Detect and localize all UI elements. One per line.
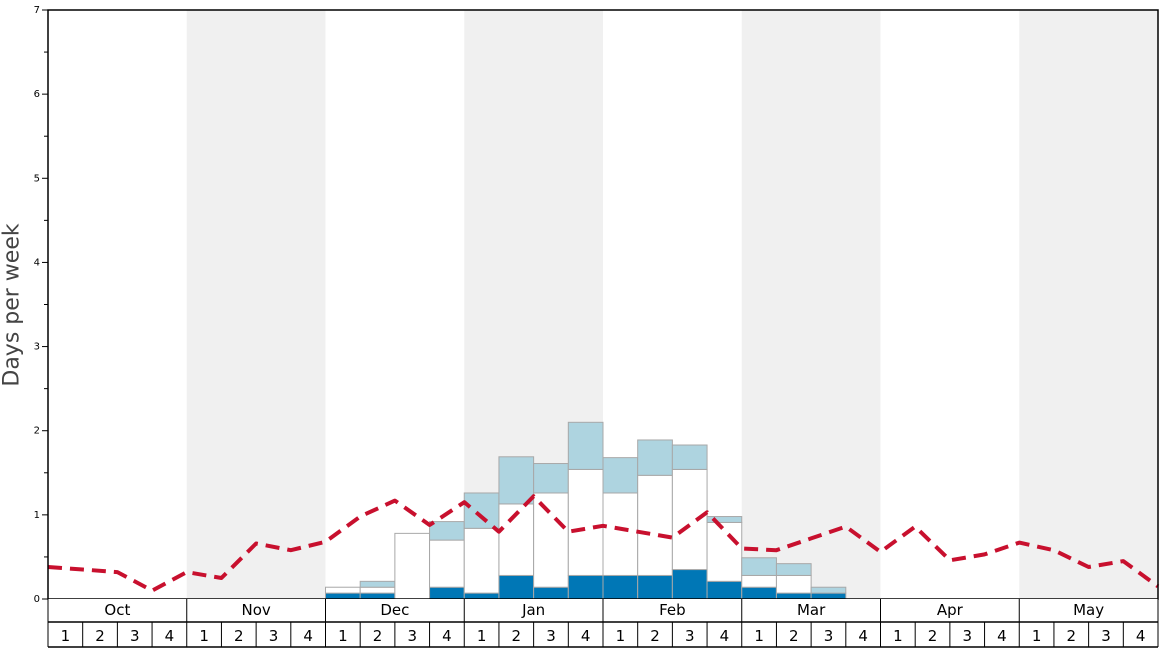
bar-segment — [359, 592, 396, 600]
bar-segment — [602, 457, 639, 494]
bar-segment — [810, 592, 847, 600]
bar-segment — [533, 492, 569, 588]
month-label-mar: Mar — [797, 601, 826, 619]
week-label: 2 — [512, 627, 522, 645]
bar-segment — [637, 474, 673, 576]
week-label: 2 — [234, 627, 244, 645]
bar-segment — [463, 492, 500, 529]
bar-segment — [775, 592, 812, 600]
month-label-oct: Oct — [104, 601, 130, 619]
bar-segment — [637, 574, 673, 600]
week-label: 3 — [1101, 627, 1111, 645]
bar-segment — [775, 563, 812, 576]
month-label-jan: Jan — [521, 601, 545, 619]
bar-segment — [671, 569, 708, 600]
week-label: 1 — [477, 627, 487, 645]
bar-segment — [602, 492, 639, 576]
y-tick-label: 2 — [34, 426, 40, 437]
bar-segment — [463, 592, 500, 600]
bar-segment — [706, 580, 743, 600]
y-tick-label: 5 — [34, 173, 40, 184]
y-tick-label: 6 — [34, 89, 40, 100]
y-tick-label: 1 — [34, 510, 40, 521]
month-label-may: May — [1073, 601, 1104, 619]
y-tick-label: 0 — [34, 594, 40, 605]
bar-segment — [602, 574, 639, 600]
bar-segment — [706, 521, 743, 582]
bar-segment — [741, 574, 777, 588]
bar-segment — [325, 586, 361, 594]
week-label: 2 — [928, 627, 938, 645]
bar-segment — [706, 516, 743, 523]
month-label-apr: Apr — [937, 601, 964, 619]
bar-segment — [810, 586, 847, 594]
week-label: 4 — [858, 627, 868, 645]
month-band-mar — [741, 10, 881, 599]
week-label: 1 — [199, 627, 209, 645]
week-label: 1 — [1032, 627, 1042, 645]
bar-segment — [359, 580, 396, 588]
average-dashed-line — [47, 494, 1160, 593]
bar-segment — [394, 532, 431, 600]
week-label: 4 — [720, 627, 730, 645]
month-label-dec: Dec — [380, 601, 409, 619]
bar-segment — [567, 574, 604, 600]
month-label-nov: Nov — [241, 601, 270, 619]
bar-segment — [741, 557, 777, 576]
bar-segment — [359, 586, 396, 594]
y-tick-label: 4 — [34, 257, 40, 268]
y-tick-label: 3 — [34, 342, 40, 353]
bar-segment — [498, 456, 535, 505]
week-label: 2 — [95, 627, 105, 645]
week-label: 4 — [442, 627, 452, 645]
bar-segment — [567, 468, 604, 576]
y-axis-label: Days per week — [0, 223, 25, 387]
week-label: 4 — [997, 627, 1007, 645]
bar-segment — [741, 586, 777, 600]
week-label: 3 — [130, 627, 140, 645]
month-band-may — [1019, 10, 1158, 599]
bar-segment — [429, 521, 465, 541]
month-label-feb: Feb — [659, 601, 686, 619]
week-label: 2 — [650, 627, 660, 645]
week-label: 4 — [165, 627, 175, 645]
week-label: 2 — [789, 627, 799, 645]
y-axis-label-wrapper: Days per week — [0, 0, 25, 600]
bar-segment — [463, 527, 500, 594]
bar-segment — [533, 463, 569, 494]
bar-segment — [325, 592, 361, 600]
week-label: 1 — [754, 627, 764, 645]
bar-segment — [671, 468, 708, 571]
bar-segment — [533, 586, 569, 600]
bar-segment — [567, 421, 604, 470]
week-label: 4 — [1136, 627, 1146, 645]
week-label: 3 — [407, 627, 417, 645]
week-label: 1 — [338, 627, 348, 645]
week-label: 3 — [546, 627, 556, 645]
bar-segment — [671, 444, 708, 470]
week-label: 1 — [61, 627, 71, 645]
week-label: 4 — [303, 627, 313, 645]
y-tick-label: 7 — [34, 5, 40, 16]
week-label: 2 — [1067, 627, 1077, 645]
week-label: 3 — [962, 627, 972, 645]
week-label: 4 — [581, 627, 591, 645]
bar-segment — [429, 539, 465, 588]
bar-segment — [637, 439, 673, 476]
bar-segment — [498, 574, 535, 600]
month-band-nov — [186, 10, 326, 599]
week-label: 3 — [824, 627, 834, 645]
bar-segment — [775, 574, 812, 594]
week-label: 3 — [685, 627, 695, 645]
bar-segment — [429, 586, 465, 600]
week-label: 1 — [616, 627, 626, 645]
week-label: 1 — [893, 627, 903, 645]
week-label: 3 — [269, 627, 279, 645]
week-label: 2 — [373, 627, 383, 645]
